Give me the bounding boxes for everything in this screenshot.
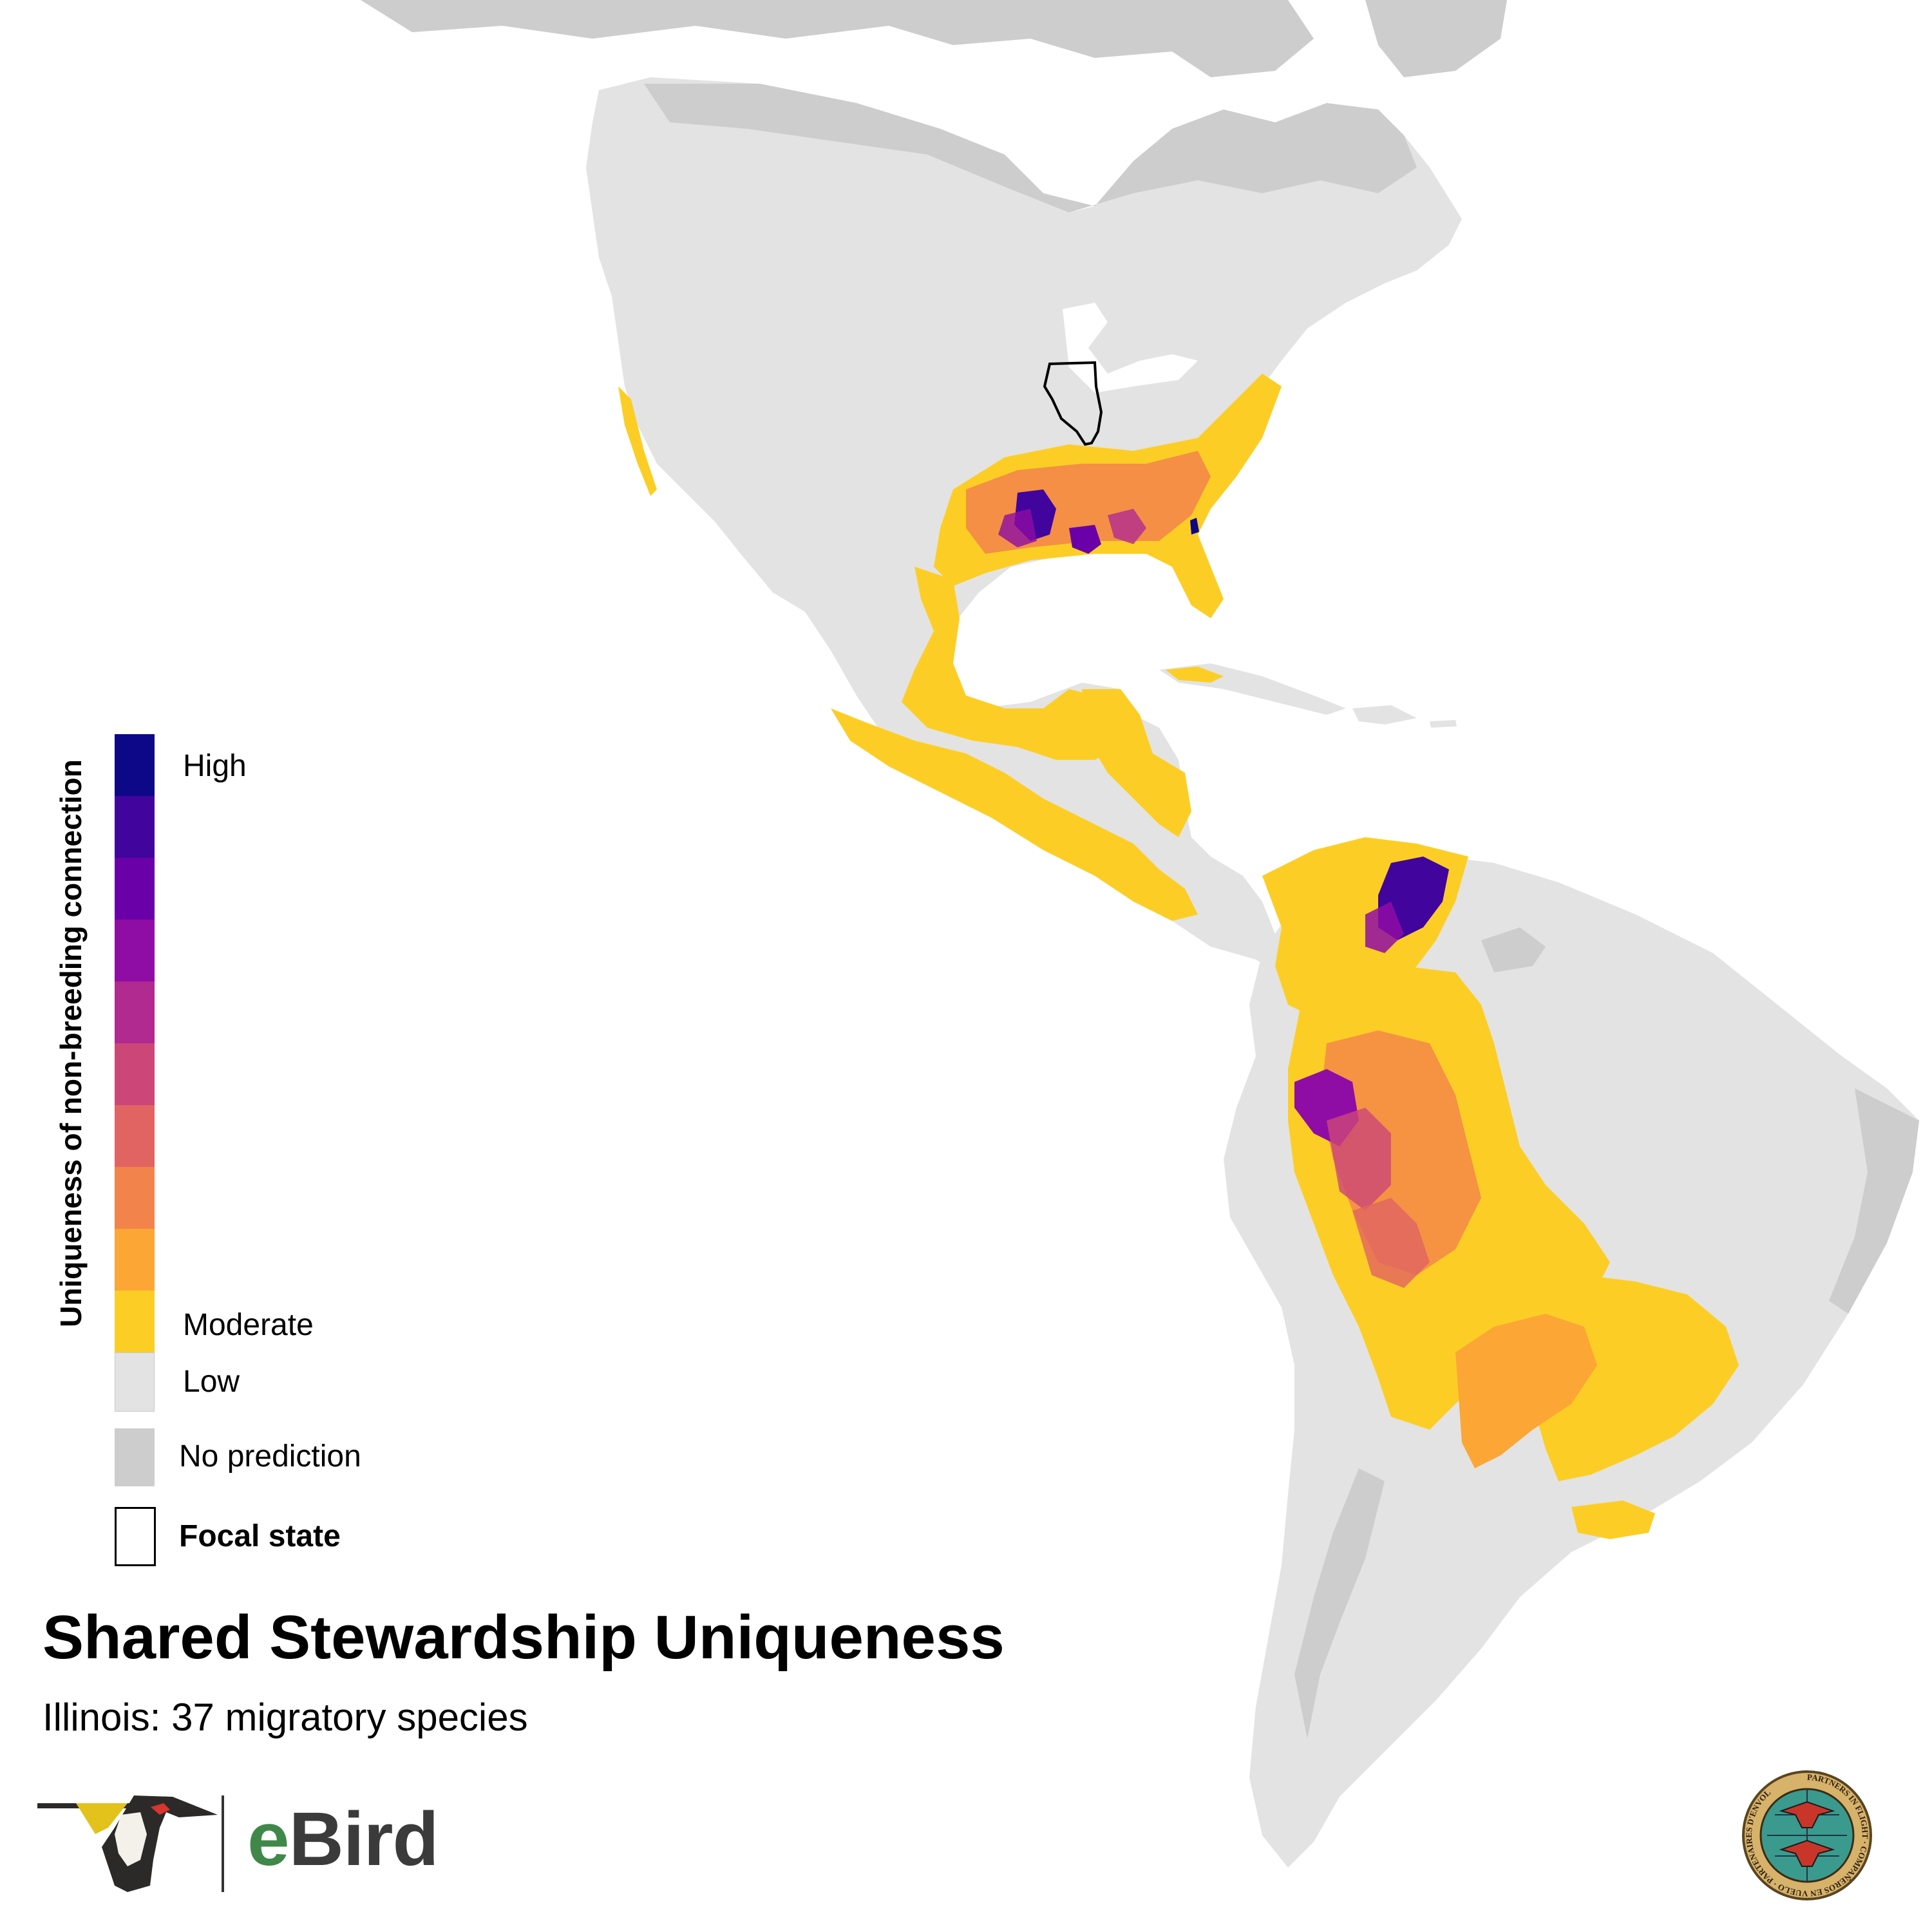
high-uniqueness-overlay <box>998 489 1449 1288</box>
central-america-moderate <box>1082 689 1191 837</box>
mexico-gulf-moderate <box>902 567 1133 760</box>
legend-scale-swatch-4 <box>115 920 155 981</box>
legend-moderate-label: Moderate <box>183 1308 314 1342</box>
legend-low-label: Low <box>183 1365 240 1399</box>
map-subtitle: Illinois: 37 migratory species <box>43 1696 528 1739</box>
legend-scale-swatch-2 <box>115 796 155 858</box>
ebird-wordmark-bird: Bird <box>289 1797 439 1882</box>
andes-no-prediction <box>1294 1468 1385 1739</box>
greenland <box>1365 0 1507 77</box>
legend-scale-swatch-1 <box>115 734 155 796</box>
brazil-coast-no-prediction <box>1829 1088 1919 1314</box>
guiana-no-prediction <box>1481 927 1546 972</box>
louisiana-high <box>1069 525 1101 554</box>
focal-state-illinois <box>1043 361 1103 446</box>
west-mexico-moderate <box>831 708 1198 921</box>
legend-scale-swatch-9 <box>115 1229 155 1291</box>
legend-scale-swatch-5 <box>115 981 155 1043</box>
legend-scale-swatch-3 <box>115 858 155 920</box>
no-prediction-label: No prediction <box>179 1439 361 1473</box>
legend-low-swatch <box>115 1352 155 1412</box>
map-title: Shared Stewardship Uniqueness <box>43 1603 1005 1672</box>
mississippi-purple <box>1108 509 1146 544</box>
hispaniola <box>1352 705 1417 724</box>
north-canada-no-prediction <box>644 84 1417 213</box>
western-amazon-magenta <box>1327 1108 1391 1211</box>
partners-in-flight-logo-icon: PARTNERS IN FLIGHT · COMPAÑEROS EN VUELO… <box>1742 1770 1872 1900</box>
puerto-rico <box>1430 720 1457 728</box>
focal-state-swatch <box>115 1507 156 1566</box>
ebird-wordmark: eBird <box>247 1795 439 1883</box>
arkansas-purple <box>998 509 1037 547</box>
west-coast-speckle <box>618 386 657 496</box>
legend-scale-swatch-8 <box>115 1167 155 1229</box>
hudson-bay <box>1005 64 1140 174</box>
no-prediction-swatch <box>115 1428 155 1486</box>
peru-orange <box>1352 1198 1430 1288</box>
southern-brazil-moderate <box>1571 1501 1655 1539</box>
legend-scale-swatch-10 <box>115 1291 155 1352</box>
focal-state-label: Focal state <box>179 1519 341 1553</box>
maracaibo-purple <box>1365 902 1404 953</box>
legend-high-label: High <box>183 749 247 783</box>
legend-scale-swatch-7 <box>115 1105 155 1167</box>
legend-axis-title: Uniqueness of non-breeding connection <box>54 759 88 1327</box>
ebird-logo-icon <box>37 1795 218 1892</box>
legend-color-scale <box>115 734 155 1412</box>
paraguay-orange <box>1455 1314 1597 1468</box>
caribbean-moderate <box>1166 667 1224 683</box>
ebird-divider <box>222 1795 224 1892</box>
arctic-islands <box>361 0 1314 77</box>
legend-scale-swatch-6 <box>115 1043 155 1105</box>
ebird-wordmark-e: e <box>247 1797 290 1882</box>
georgia-coast-high <box>1190 518 1199 535</box>
